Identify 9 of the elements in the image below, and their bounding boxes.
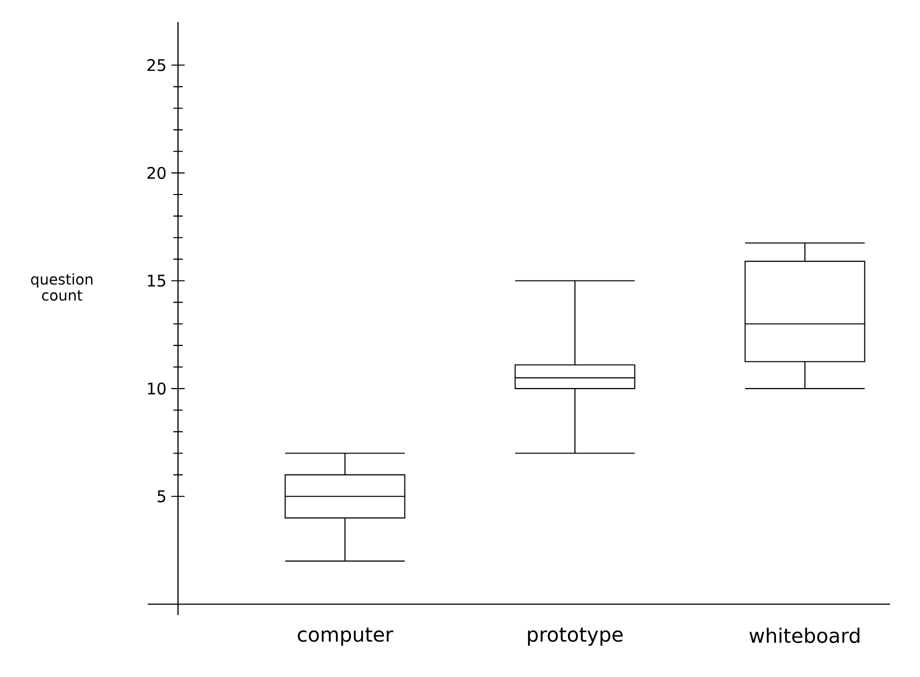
y-tick-label: 15: [148, 274, 166, 287]
x-tick-label: whiteboard: [750, 628, 860, 644]
x-tick-label: computer: [298, 628, 394, 646]
x-tick-label: prototype: [528, 628, 623, 646]
y-tick-label: 10: [148, 382, 166, 395]
y-tick-label: 5: [158, 490, 166, 502]
y-tick-label: 25: [147, 59, 166, 72]
y-axis-title: question count: [31, 273, 92, 301]
y-tick-label: 20: [147, 166, 166, 179]
